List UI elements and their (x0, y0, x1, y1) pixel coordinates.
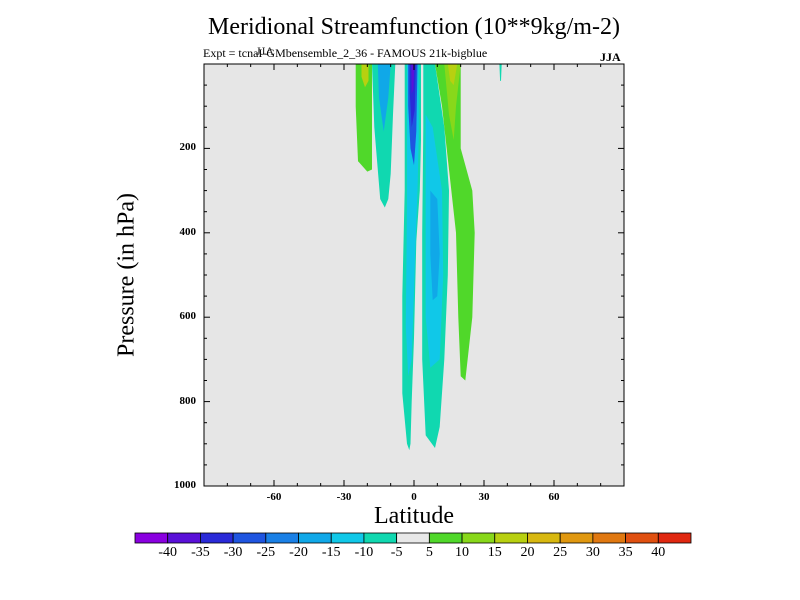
colorbar-label: 30 (585, 545, 600, 560)
x-tick-label: -60 (266, 491, 282, 503)
contour-yellow-north (447, 64, 458, 86)
y-tick-label: 1000 (174, 479, 196, 491)
contour-cyan-37n (499, 64, 502, 81)
colorbar-label: 15 (487, 545, 502, 560)
colorbar-swatch (265, 532, 299, 544)
x-tick-label: 30 (478, 491, 490, 503)
colorbar-label: 40 (651, 545, 666, 560)
colorbar-swatch (232, 532, 267, 544)
colorbar-label: 35 (618, 545, 633, 560)
x-tick-label: 0 (411, 491, 417, 503)
colorbar-label: -40 (158, 545, 178, 560)
y-tick-label: 800 (179, 394, 197, 407)
colorbar-swatch (363, 532, 398, 544)
contour-blue-12s (377, 64, 391, 132)
colorbar-swatch (559, 532, 594, 544)
colorbar-swatch (396, 532, 430, 544)
contour-lime-north (444, 64, 461, 140)
colorbar-swatch (200, 532, 234, 544)
colorbar-label: -10 (354, 545, 374, 560)
x-tick-label: -30 (336, 491, 352, 503)
y-tick-label: 400 (179, 225, 197, 238)
chart-title: Meridional Streamfunction (10**9kg/m-2) (208, 14, 620, 40)
colorbar-label: -20 (289, 545, 308, 560)
contour-navy-equator (409, 64, 416, 128)
colorbar-label: -5 (390, 545, 403, 560)
colorbar-label: 10 (455, 545, 470, 560)
experiment-subtitle: Expt = tcnaI-GMbensemble_2_36 - FAMOUS 2… (203, 46, 488, 60)
colorbar-swatch (134, 532, 169, 544)
colorbar-label: -35 (191, 545, 210, 560)
colorbar-swatch (625, 532, 659, 544)
colorbar-swatch (592, 532, 626, 544)
colorbar-swatch (428, 532, 463, 544)
colorbar-label: 20 (520, 545, 535, 560)
y-tick-label: 600 (179, 310, 197, 323)
y-tick-label: 200 (179, 141, 197, 154)
colorbar-swatch (527, 532, 561, 544)
colorbar-swatch (330, 532, 365, 544)
contour-violet-equator (411, 64, 415, 94)
contour-field (204, 64, 624, 486)
colorbar-swatch (461, 532, 496, 544)
colorbar-label: 5 (425, 545, 433, 560)
y-axis-label: Pressure (in hPa) (113, 193, 140, 357)
x-tick-label: 60 (548, 491, 560, 503)
contour-yellow-south (361, 64, 369, 88)
contour-green-south (355, 64, 372, 172)
contour-blue-north (430, 190, 440, 301)
colorbar-label: 25 (553, 545, 568, 560)
colorbar-label: -15 (321, 545, 341, 560)
colorbar (134, 532, 692, 544)
season-label: JJA (600, 50, 621, 64)
colorbar-label: -30 (223, 545, 243, 560)
contour-green-north (435, 64, 475, 381)
colorbar-label: -25 (256, 545, 276, 560)
colorbar-swatch (167, 532, 201, 544)
colorbar-swatch (494, 532, 528, 544)
plot-frame (203, 63, 625, 487)
contour-cyan-12s (372, 64, 396, 208)
colorbar-swatch (657, 532, 692, 544)
x-axis-label: Latitude (374, 503, 454, 529)
colorbar-swatch (298, 532, 332, 544)
overlay-label: JJA (256, 44, 275, 58)
